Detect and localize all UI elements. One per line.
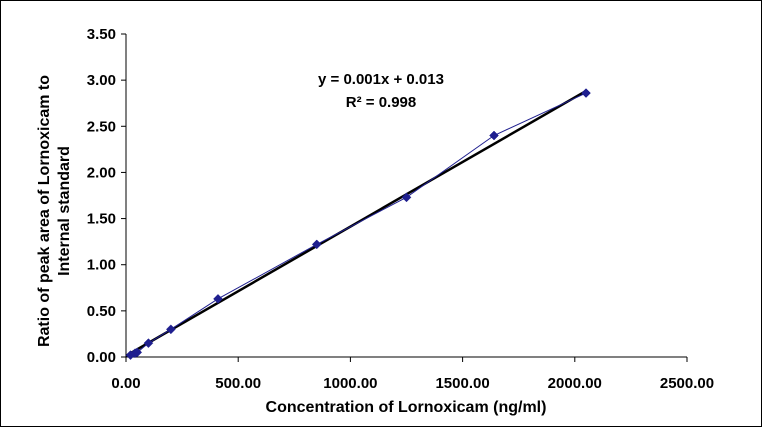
data-point [401, 192, 412, 203]
x-tick-label: 1500.00 [435, 375, 489, 392]
tick-labels: 0.00 0.50 1.00 1.50 2.00 2.50 3.00 3.50 0.00 500.… [87, 26, 714, 392]
data-point [311, 239, 322, 250]
r-squared-annotation: R² = 0.998 [346, 94, 416, 111]
series-line [130, 92, 587, 356]
y-tick-label: 2.00 [87, 164, 116, 181]
y-tick-label: 1.50 [87, 211, 116, 228]
x-tick-label: 1000.00 [323, 375, 377, 392]
data-point [213, 294, 223, 304]
y-axis-title-line-1: Ratio of peak area of Lornoxicam to [36, 75, 53, 347]
axes [121, 33, 688, 362]
y-tick-label: 0.50 [87, 303, 116, 320]
x-tick-label: 0.00 [111, 375, 140, 392]
y-tick-label: 2.50 [87, 118, 116, 135]
data-point [143, 338, 154, 349]
x-tick-label: 2000.00 [548, 375, 602, 392]
series-group [125, 88, 591, 361]
y-axis-title-line-2: Internal standard [56, 146, 73, 276]
x-tick-label: 500.00 [215, 375, 261, 392]
x-tick-label: 2500.00 [660, 375, 714, 392]
data-point [132, 347, 143, 358]
y-tick-label: 1.00 [87, 257, 116, 274]
x-axis-title: Concentration of Lornoxicam (ng/ml) [266, 399, 547, 416]
y-tick-label: 0.00 [87, 349, 116, 366]
y-tick-label: 3.00 [87, 72, 116, 89]
data-point [581, 88, 591, 98]
data-point [489, 130, 499, 141]
equation-annotation: y = 0.001x + 0.013 [318, 71, 444, 88]
data-point [166, 324, 176, 335]
y-tick-label: 3.50 [87, 26, 116, 43]
